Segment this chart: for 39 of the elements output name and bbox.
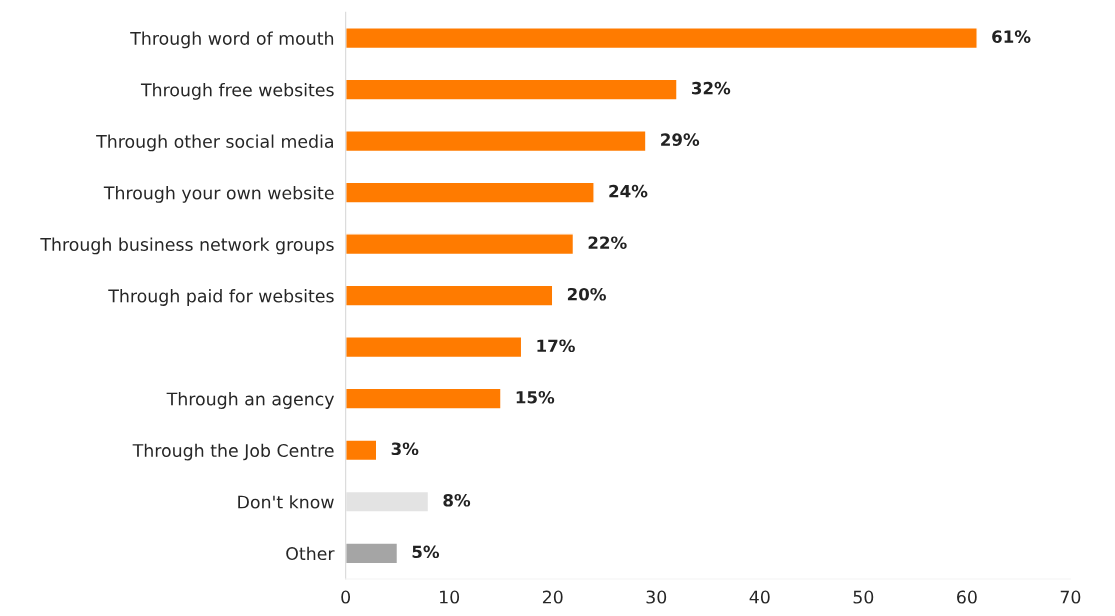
y-tick-label: Through an agency bbox=[166, 392, 335, 409]
data-label: 20% bbox=[567, 287, 606, 301]
data-label: 32% bbox=[691, 81, 731, 95]
y-tick-label: Don't know bbox=[238, 495, 334, 509]
bar bbox=[345, 78, 678, 101]
bar bbox=[345, 284, 554, 307]
bar bbox=[345, 181, 595, 204]
x-tick-label: 30 bbox=[646, 590, 667, 604]
data-label: 29% bbox=[661, 133, 700, 146]
bar bbox=[345, 336, 523, 359]
x-tick-label: 50 bbox=[853, 590, 874, 604]
bar bbox=[345, 439, 378, 462]
y-tick-label: Through other social media bbox=[96, 134, 333, 152]
data-label: 61% bbox=[992, 30, 1031, 43]
bar bbox=[345, 130, 647, 153]
data-label: 24% bbox=[609, 184, 648, 198]
data-label: 22% bbox=[588, 236, 627, 249]
y-tick-label: Through your own website bbox=[103, 186, 334, 203]
x-tick-label: 10 bbox=[440, 590, 460, 604]
y-tick-label: Through free websites bbox=[140, 83, 334, 100]
data-label: 8% bbox=[443, 493, 471, 507]
bar bbox=[345, 387, 502, 410]
data-label: 15% bbox=[516, 390, 555, 404]
x-tick-label: 60 bbox=[957, 590, 977, 604]
data-label: 17% bbox=[537, 339, 575, 353]
y-tick-label: Through business network groups bbox=[40, 237, 334, 255]
data-label: 3% bbox=[391, 442, 419, 456]
data-label: 5% bbox=[412, 545, 440, 559]
x-tick-label: 20 bbox=[542, 590, 563, 604]
y-tick-label: Through the Job Centre bbox=[132, 443, 334, 461]
bar bbox=[345, 27, 978, 50]
x-tick-label: 0 bbox=[341, 590, 351, 604]
bar bbox=[345, 233, 575, 256]
y-tick-label: Through paid for websites bbox=[108, 289, 334, 306]
y-tick-label: Through word of mouth bbox=[130, 31, 334, 49]
bar bbox=[345, 542, 399, 565]
x-tick-label: 40 bbox=[749, 590, 770, 604]
x-tick-label: 70 bbox=[1060, 590, 1081, 604]
y-tick-label: Other bbox=[286, 546, 335, 561]
